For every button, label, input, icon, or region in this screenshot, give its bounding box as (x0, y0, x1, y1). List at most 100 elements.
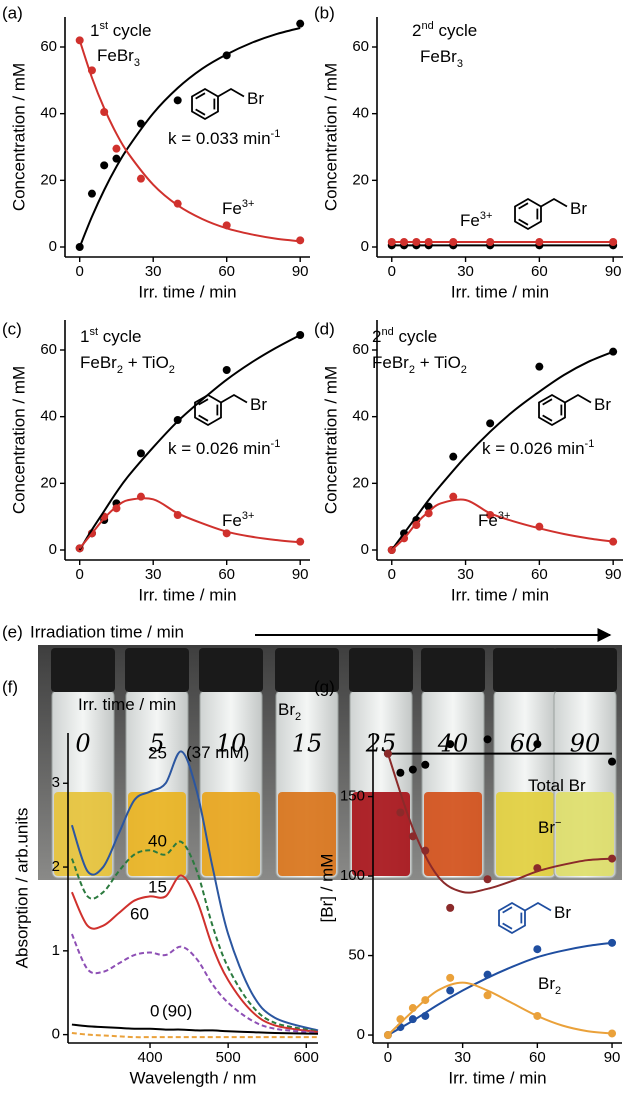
structure-label: Br (554, 903, 571, 922)
annotation-run: cycle (394, 327, 437, 346)
data-point (222, 366, 231, 374)
ring (191, 87, 219, 121)
x-tick-label: 90 (292, 263, 309, 280)
y-tick-label: 20 (40, 474, 57, 491)
ch2-bond (524, 901, 552, 912)
vial-liquid (278, 792, 336, 876)
x-tick-label: 60 (529, 1049, 546, 1066)
data-point (608, 757, 617, 766)
x-axis-title: Irr. time / min (451, 585, 549, 604)
x-tick-label: 0 (76, 566, 84, 583)
data-point (421, 996, 430, 1005)
annotation-run: 1 (90, 21, 99, 40)
data-point (449, 238, 458, 246)
data-point (87, 189, 96, 198)
annotation: FeBr2 + TiO2 (80, 353, 175, 375)
x-tick-label: 30 (454, 1049, 471, 1066)
annotation-run: 1 (80, 327, 89, 346)
vial-label: 0 (75, 730, 90, 758)
benzyl-bromide-structure (194, 393, 248, 427)
annotation-run: 3+ (480, 210, 493, 222)
annotation-run: cycle (434, 21, 477, 40)
x-tick-label: 0 (384, 1049, 392, 1066)
y-tick-label: 60 (352, 38, 369, 55)
panel-label: (g) (314, 677, 335, 696)
annotation-run: cycle (108, 21, 151, 40)
annotation-run: FeBr (372, 353, 409, 372)
benzyl-bromide-structure (191, 87, 245, 121)
vial-liquid (352, 792, 410, 876)
annotation: Fe3+ (460, 210, 492, 231)
data-point (483, 991, 492, 1000)
annotation-run: Fe (478, 511, 498, 530)
vial-cap (421, 648, 485, 692)
fit-curve (387, 981, 613, 1036)
double-bond (518, 202, 529, 210)
data-point (608, 854, 617, 863)
x-tick-label: 90 (605, 263, 622, 280)
panel-label: (d) (314, 319, 335, 338)
annotation-run: 2 (372, 327, 381, 346)
data-point (408, 1004, 417, 1013)
spectrum-line (71, 1023, 319, 1035)
fit-curve (78, 497, 301, 549)
annotation: 2nd cycle (372, 326, 437, 347)
annotation-run: 2 (169, 364, 175, 376)
annotation-run: 3+ (498, 510, 511, 522)
annotation-run: Irr. time / min (78, 695, 176, 714)
data-point (296, 19, 305, 28)
data-point (396, 1015, 405, 1024)
y-tick-label: 40 (352, 408, 369, 425)
panel-label: (e) (2, 622, 23, 641)
data-point (446, 973, 455, 982)
y-tick-label: 40 (40, 105, 57, 122)
annotation: 1st cycle (90, 20, 152, 41)
annotation-run: k = 0.026 min (482, 439, 585, 458)
data-point (535, 362, 544, 371)
annotation-run: Br (538, 974, 555, 993)
annotation: k = 0.026 min-1 (168, 438, 280, 459)
annotation: k = 0.026 min-1 (482, 438, 594, 459)
fit-curve (391, 498, 614, 551)
data-point (446, 740, 455, 749)
data-point (112, 144, 121, 153)
benzyl-bromide-structure (538, 393, 592, 427)
series-label: (90) (162, 1001, 192, 1020)
double-bond (195, 108, 206, 116)
spectrum-line (70, 750, 319, 1032)
data-point (421, 760, 430, 769)
double-bond (518, 218, 529, 226)
data-point (535, 238, 544, 246)
vial-liquid (128, 792, 186, 876)
x-tick-label: 500 (216, 1049, 241, 1066)
x-tick-label: 0 (76, 263, 84, 280)
double-bond (542, 398, 553, 406)
data-point (483, 970, 492, 979)
series-label: 25 (148, 743, 167, 762)
data-point (424, 509, 433, 518)
x-tick-label: 60 (531, 566, 548, 583)
ring (498, 901, 526, 935)
vial-label: 10 (216, 730, 247, 758)
panel-label: (c) (2, 319, 22, 338)
annotation-run: FeBr (97, 46, 134, 65)
ch2-bond (540, 197, 568, 208)
annotation-run: 2 (295, 711, 301, 723)
annotation: Irr. time / min (78, 695, 176, 714)
data-point (483, 735, 492, 744)
x-axis-title: Irr. time / min (138, 585, 236, 604)
annotation-run: Br (538, 818, 555, 837)
x-axis-title: Irr. time / min (448, 1068, 546, 1087)
annotation-run: FeBr (420, 47, 457, 66)
annotation-run: 3+ (242, 198, 255, 210)
x-tick-label: 0 (388, 263, 396, 280)
vial-label: 5 (149, 730, 164, 758)
y-tick-label: 60 (40, 341, 57, 358)
double-bond (198, 398, 209, 406)
series-label: 40 (148, 831, 167, 850)
fit-curve (387, 941, 613, 1036)
benzyl-bromide-structure (498, 901, 552, 935)
annotation-run: k = 0.033 min (168, 129, 271, 148)
